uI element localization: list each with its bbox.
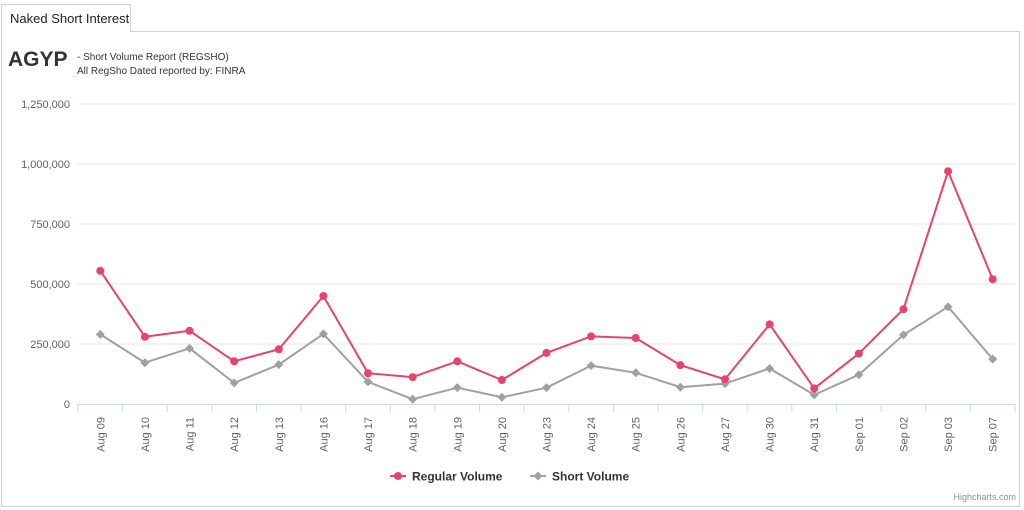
- data-point: [720, 375, 729, 384]
- legend-item[interactable]: Regular Volume: [390, 470, 503, 484]
- y-tick-label: 250,000: [30, 339, 70, 351]
- data-point: [274, 360, 284, 370]
- legend-item[interactable]: Short Volume: [530, 470, 629, 484]
- legend-marker: [394, 472, 402, 480]
- data-point: [765, 320, 774, 329]
- x-tick-label: Aug 30: [765, 417, 777, 452]
- report-subtitle: - Short Volume Report (REGSHO): [77, 52, 229, 63]
- legend-label: Short Volume: [552, 470, 629, 484]
- data-point: [364, 369, 373, 378]
- data-point: [363, 377, 373, 387]
- data-point: [408, 373, 417, 382]
- x-tick-label: Aug 11: [185, 417, 197, 451]
- x-tick-label: Aug 25: [631, 417, 643, 452]
- x-axis: Aug 09 Aug 10 Aug 11 Aug 12 Aug 13 Aug 16 Aug …: [77, 404, 1016, 452]
- y-tick-label: 0: [64, 399, 70, 411]
- x-tick-label: Aug 26: [675, 417, 687, 452]
- data-point: [95, 329, 105, 339]
- legend: Regular Volume Short Volume: [390, 470, 629, 484]
- x-tick-label: Aug 19: [452, 417, 464, 452]
- x-tick-label: Sep 03: [943, 417, 955, 452]
- data-point: [542, 348, 551, 357]
- data-point: [944, 167, 953, 176]
- data-point: [898, 330, 908, 340]
- data-point: [675, 382, 685, 392]
- data-point: [586, 361, 596, 371]
- data-point: [542, 383, 551, 393]
- data-point: [140, 358, 150, 368]
- legend-marker: [533, 471, 543, 481]
- x-tick-label: Sep 01: [854, 417, 866, 452]
- ticker-symbol: AGYP: [8, 48, 68, 71]
- data-point: [185, 326, 194, 335]
- data-point: [854, 370, 864, 380]
- grid-lines: [78, 103, 1015, 345]
- y-tick-label: 1,250,000: [21, 99, 70, 111]
- data-point: [497, 392, 507, 402]
- x-tick-label: Aug 09: [95, 417, 107, 452]
- tab-naked-short-interest[interactable]: Naked Short Interest: [1, 4, 131, 32]
- data-point: [631, 334, 640, 342]
- report-source: All RegSho Dated reported by: FINRA: [77, 66, 246, 77]
- x-tick-label: Aug 31: [809, 417, 821, 452]
- y-axis: 0 250,000 500,000 750,000 1,000,000 1,250,000: [21, 99, 70, 411]
- x-tick-label: Aug 20: [497, 417, 509, 452]
- x-tick-label: Sep 02: [898, 417, 910, 452]
- x-tick-label: Aug 24: [586, 417, 598, 452]
- x-tick-label: Aug 23: [542, 417, 554, 452]
- data-point: [810, 384, 819, 393]
- x-tick-label: Aug 17: [363, 417, 375, 452]
- series-group: [95, 167, 998, 404]
- data-point: [318, 329, 328, 339]
- data-point: [854, 349, 863, 358]
- x-tick-label: Aug 12: [229, 417, 241, 452]
- chart-panel: [1, 31, 1020, 507]
- x-tick-label: Aug 10: [140, 417, 152, 452]
- data-point: [676, 361, 685, 370]
- data-point: [274, 345, 283, 354]
- data-point: [587, 332, 596, 341]
- data-point: [230, 357, 239, 366]
- data-point: [408, 394, 418, 404]
- x-tick-label: Sep 07: [988, 417, 1000, 452]
- data-point: [319, 292, 328, 300]
- x-tick-label: Aug 18: [408, 417, 420, 452]
- legend-label: Regular Volume: [412, 470, 503, 484]
- data-point: [96, 266, 105, 275]
- data-point: [229, 378, 239, 388]
- x-tick-label: Aug 27: [720, 417, 732, 452]
- data-point: [899, 305, 908, 314]
- x-tick-label: Aug 16: [318, 417, 330, 452]
- data-point: [140, 332, 149, 341]
- highcharts-credits[interactable]: Highcharts.com: [953, 492, 1016, 502]
- y-tick-label: 1,000,000: [21, 159, 70, 171]
- data-point: [765, 363, 775, 373]
- y-tick-label: 750,000: [30, 219, 70, 231]
- x-tick-label: Aug 13: [274, 417, 286, 452]
- data-point: [988, 275, 997, 284]
- data-point: [988, 354, 998, 364]
- data-point: [497, 376, 506, 384]
- data-point: [452, 383, 462, 393]
- data-point: [943, 302, 953, 312]
- data-point: [631, 368, 641, 378]
- data-point: [809, 390, 819, 400]
- data-point: [185, 343, 195, 353]
- y-tick-label: 500,000: [30, 279, 70, 291]
- data-point: [453, 357, 462, 366]
